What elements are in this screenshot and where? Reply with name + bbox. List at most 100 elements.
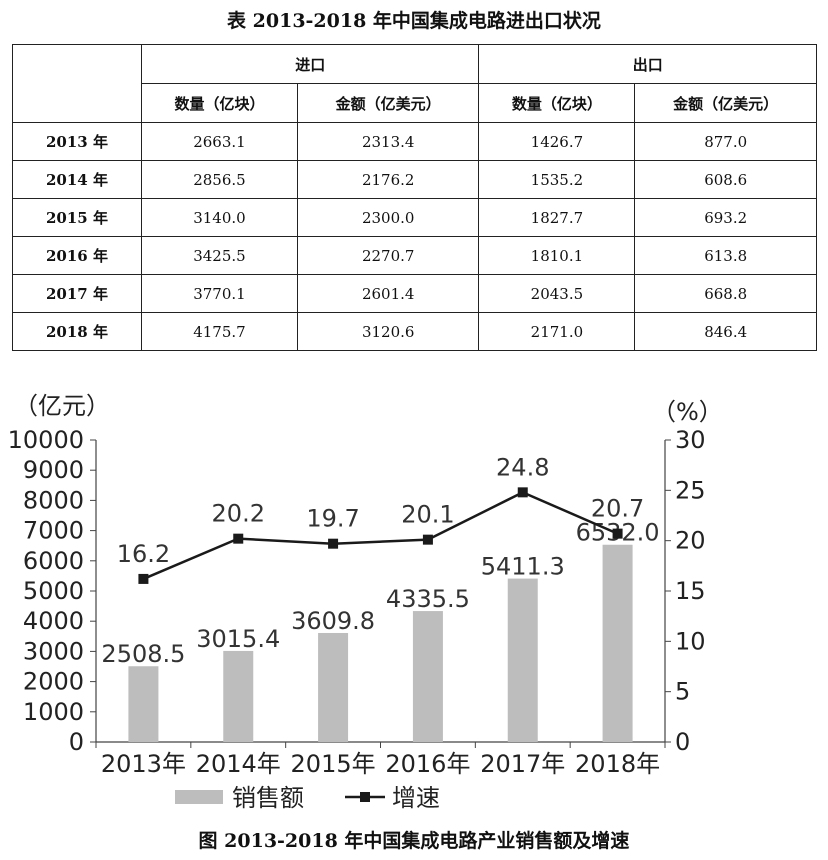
table-cell: 2300.0 <box>296 198 480 237</box>
line-point <box>517 487 528 498</box>
legend-line-marker <box>360 792 370 802</box>
table-cell: 2856.5 <box>141 160 298 199</box>
table-cell: 3120.6 <box>296 312 480 351</box>
bar <box>223 650 254 742</box>
bar-data-label: 4335.5 <box>386 585 470 613</box>
line-point <box>138 573 149 584</box>
table-cell: 1426.7 <box>478 122 636 161</box>
row-year: 2013 年 <box>12 122 142 161</box>
table-cell: 2601.4 <box>296 274 480 313</box>
right-tick-label: 0 <box>675 728 690 756</box>
subheader-import-amount: 金额（亿美元） <box>296 83 480 123</box>
right-tick-label: 30 <box>675 426 706 454</box>
table-row: 2014 年 2856.5 2176.2 1535.2 608.6 <box>12 160 817 199</box>
row-year: 2017 年 <box>12 274 142 313</box>
left-tick-label: 0 <box>69 728 84 756</box>
table-cell: 3140.0 <box>141 198 298 237</box>
table-cell: 877.0 <box>634 122 817 161</box>
table-cell: 2270.7 <box>296 236 480 275</box>
line-data-label: 24.8 <box>496 453 549 481</box>
line-data-label: 19.7 <box>306 505 359 533</box>
import-group-header: 进口 <box>140 44 480 84</box>
bar-data-label: 2508.5 <box>101 640 185 668</box>
table-header-row: 进口 出口 <box>12 44 817 123</box>
line-point <box>612 528 623 539</box>
legend-bar-swatch <box>175 790 223 804</box>
line-point <box>422 534 433 545</box>
legend-line-label: 增速 <box>392 784 440 812</box>
table-row: 2018 年 4175.7 3120.6 2171.0 846.4 <box>12 312 817 351</box>
table-cell: 846.4 <box>634 312 817 351</box>
subheader-export-quantity: 数量（亿块） <box>478 83 636 123</box>
line-data-label: 20.7 <box>591 495 644 523</box>
x-tick-label: 2015年 <box>291 750 376 778</box>
row-year: 2014 年 <box>12 160 142 199</box>
subheader-import-quantity: 数量（亿块） <box>141 83 298 123</box>
row-year: 2015 年 <box>12 198 142 237</box>
bar-data-label: 5411.3 <box>481 553 565 581</box>
table-row: 2017 年 3770.1 2601.4 2043.5 668.8 <box>12 274 817 313</box>
right-tick-label: 10 <box>675 627 706 655</box>
row-year: 2018 年 <box>12 312 142 351</box>
table-cell: 3425.5 <box>141 236 298 275</box>
table-cell: 2313.4 <box>296 122 480 161</box>
x-tick-label: 2013年 <box>101 750 186 778</box>
bar <box>602 544 633 742</box>
table-row: 2013 年 2663.1 2313.4 1426.7 877.0 <box>12 122 817 161</box>
left-axis-title: （亿元） <box>14 392 110 420</box>
sales-growth-chart: （亿元） （%）010002000300040005000600070008000… <box>8 392 723 812</box>
right-tick-label: 5 <box>675 678 690 706</box>
bar-data-label: 3609.8 <box>291 607 375 635</box>
left-tick-label: 8000 <box>23 486 84 514</box>
table-cell: 3770.1 <box>141 274 298 313</box>
right-axis-title: （%） <box>652 398 723 426</box>
right-tick-label: 20 <box>675 527 706 555</box>
left-tick-label: 2000 <box>23 668 84 696</box>
left-tick-label: 3000 <box>23 637 84 665</box>
table-row: 2015 年 3140.0 2300.0 1827.7 693.2 <box>12 198 817 237</box>
line-point <box>233 533 244 544</box>
export-group-header: 出口 <box>478 44 817 84</box>
bar <box>507 578 538 742</box>
left-tick-label: 7000 <box>23 517 84 545</box>
subheader-export-amount: 金额（亿美元） <box>634 83 817 123</box>
left-tick-label: 10000 <box>8 426 84 454</box>
table-cell: 1810.1 <box>478 236 636 275</box>
left-tick-label: 6000 <box>23 547 84 575</box>
row-year: 2016 年 <box>12 236 142 275</box>
line-data-label: 16.2 <box>117 540 170 568</box>
chart-caption: 图 2013-2018 年中国集成电路产业销售额及增速 <box>198 830 630 852</box>
left-tick-label: 9000 <box>23 456 84 484</box>
left-tick-label: 5000 <box>23 577 84 605</box>
growth-line <box>142 490 619 581</box>
table-subheader-row: 数量（亿块） 金额（亿美元） 数量（亿块） 金额（亿美元） <box>13 83 817 123</box>
table-cell: 1535.2 <box>478 160 636 199</box>
line-data-label: 20.1 <box>401 501 454 529</box>
bar <box>318 632 349 742</box>
left-tick-label: 4000 <box>23 607 84 635</box>
table-cell: 2043.5 <box>478 274 636 313</box>
bar-data-label: 3015.4 <box>196 625 280 653</box>
table-cell: 2176.2 <box>296 160 480 199</box>
table-row: 2016 年 3425.5 2270.7 1810.1 613.8 <box>12 236 817 275</box>
table-cell: 4175.7 <box>141 312 298 351</box>
x-tick-label: 2018年 <box>575 750 660 778</box>
x-tick-label: 2016年 <box>385 750 470 778</box>
left-tick-label: 1000 <box>23 698 84 726</box>
right-tick-label: 25 <box>675 476 706 504</box>
bar <box>412 611 443 742</box>
x-tick-label: 2014年 <box>196 750 281 778</box>
table-title: 表 2013-2018 年中国集成电路进出口状况 <box>227 10 601 32</box>
table-cell: 693.2 <box>634 198 817 237</box>
legend-bar-label: 销售额 <box>232 784 304 812</box>
line-data-label: 20.2 <box>212 500 265 528</box>
table-cell: 2171.0 <box>478 312 636 351</box>
x-tick-label: 2017年 <box>480 750 565 778</box>
table-corner-cell <box>12 44 142 123</box>
line-point <box>328 538 339 549</box>
table-cell: 613.8 <box>634 236 817 275</box>
table-cell: 2663.1 <box>141 122 298 161</box>
table-cell: 668.8 <box>634 274 817 313</box>
table-cell: 608.6 <box>634 160 817 199</box>
trade-table: 进口 出口 数量（亿块） 金额（亿美元） 数量（亿块） 金额（亿美元） 2013… <box>12 44 817 351</box>
